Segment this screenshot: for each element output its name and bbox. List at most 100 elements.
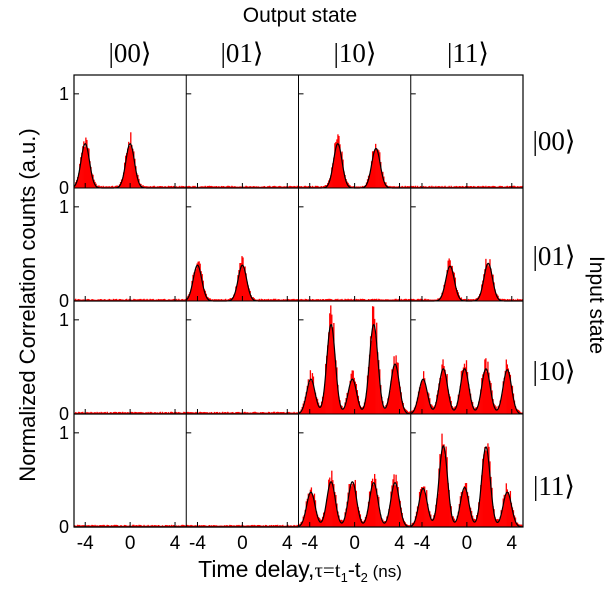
data-bar xyxy=(391,299,393,301)
data-bar xyxy=(225,298,227,301)
data-bar xyxy=(75,525,77,527)
data-bar xyxy=(350,298,352,301)
data-bar xyxy=(302,516,304,527)
data-bar xyxy=(144,412,146,414)
data-bar xyxy=(266,525,269,527)
data-bar xyxy=(116,412,119,414)
data-bar xyxy=(320,519,323,527)
data-bar xyxy=(406,299,408,301)
data-bar xyxy=(178,411,180,414)
data-bar xyxy=(520,186,523,188)
chart-title: Output state xyxy=(243,4,357,27)
data-bar xyxy=(368,354,371,414)
data-bar xyxy=(321,299,324,301)
data-bar xyxy=(168,299,171,301)
data-bar xyxy=(274,525,276,527)
data-bar xyxy=(296,412,298,414)
data-bar xyxy=(324,185,326,188)
data-bar xyxy=(429,185,431,188)
data-bar xyxy=(94,524,96,527)
data-bar xyxy=(290,525,292,527)
data-bar xyxy=(156,186,158,188)
data-bar xyxy=(391,186,393,188)
data-bar xyxy=(343,299,345,301)
data-bar xyxy=(267,525,270,527)
data-bar xyxy=(434,299,436,301)
data-bar xyxy=(463,363,466,414)
data-bar xyxy=(352,186,354,188)
data-bar xyxy=(104,299,106,301)
data-bar xyxy=(357,395,360,414)
data-bar xyxy=(210,185,213,188)
data-bar xyxy=(203,289,205,301)
data-bar xyxy=(132,524,134,527)
data-bar xyxy=(87,525,89,527)
data-bar xyxy=(271,525,274,527)
data-bar xyxy=(187,524,189,527)
data-bar xyxy=(115,411,118,414)
data-bar xyxy=(167,299,170,301)
data-bar xyxy=(307,299,309,301)
data-bar xyxy=(471,299,474,301)
data-bar xyxy=(453,407,455,414)
data-bar xyxy=(207,186,209,188)
data-bar xyxy=(264,524,267,527)
data-bar xyxy=(227,185,229,188)
data-bar xyxy=(256,186,258,188)
data-bar xyxy=(318,186,321,188)
data-bar xyxy=(221,299,224,301)
data-bar xyxy=(122,412,125,414)
data-bar xyxy=(260,525,263,527)
data-bar xyxy=(156,412,158,414)
data-bar xyxy=(313,390,316,414)
data-bar xyxy=(446,186,448,188)
data-bar xyxy=(280,411,282,414)
data-bar xyxy=(81,411,83,414)
data-bar xyxy=(392,479,394,527)
data-bar xyxy=(484,269,486,301)
data-bar xyxy=(255,412,257,414)
data-bar xyxy=(200,412,202,414)
data-bar xyxy=(283,411,285,414)
data-bar xyxy=(219,186,222,188)
data-bar xyxy=(457,394,460,414)
data-bar xyxy=(135,166,137,188)
data-bar xyxy=(467,384,470,414)
data-bar xyxy=(507,186,510,188)
data-bar xyxy=(291,186,293,188)
data-bar xyxy=(250,525,252,527)
data-bar xyxy=(367,366,370,414)
data-bar xyxy=(473,299,475,301)
data-bar xyxy=(215,525,218,527)
data-bar xyxy=(410,185,413,188)
data-bar xyxy=(127,148,129,188)
data-bar xyxy=(150,525,152,527)
data-bar xyxy=(505,186,507,188)
data-bar xyxy=(78,173,80,188)
data-bar xyxy=(490,186,492,188)
data-bar xyxy=(250,295,252,301)
data-bar xyxy=(103,299,105,301)
data-bar xyxy=(246,281,248,301)
data-bar xyxy=(344,174,346,188)
data-bar xyxy=(404,185,406,188)
data-bar xyxy=(238,411,240,414)
data-bar xyxy=(289,525,291,527)
data-bar xyxy=(226,525,228,527)
data-bar xyxy=(322,392,325,414)
data-bar xyxy=(177,299,179,301)
data-bar xyxy=(504,497,506,527)
data-bar xyxy=(449,260,451,301)
data-bar xyxy=(295,186,297,188)
data-bar xyxy=(211,412,214,414)
data-bar xyxy=(453,272,455,301)
x-tick-label: 0 xyxy=(237,533,248,554)
data-bar xyxy=(346,392,348,414)
data-bar xyxy=(479,293,481,301)
data-bar xyxy=(272,525,275,527)
data-bar xyxy=(77,176,79,188)
data-bar xyxy=(493,282,495,301)
data-bar xyxy=(189,291,191,301)
data-bar xyxy=(114,524,117,527)
data-bar xyxy=(501,298,503,301)
